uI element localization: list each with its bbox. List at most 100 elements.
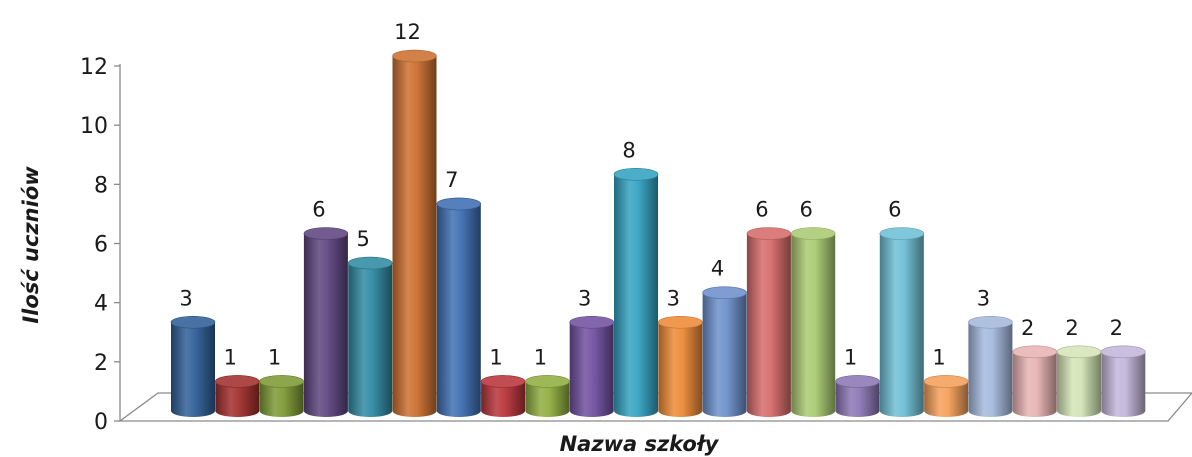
bar-body [791,233,836,417]
bar-top [702,286,747,299]
y-tick-label: 6 [94,233,108,258]
data-label: 12 [394,20,421,44]
bar [525,375,570,417]
data-label: 1 [534,345,547,369]
data-label: 6 [800,198,813,222]
bar-body [348,263,393,417]
data-label: 6 [888,198,901,222]
data-label: 3 [578,286,591,310]
bar-body [1012,351,1057,417]
bar-top [1056,345,1102,359]
data-label: 3 [977,286,990,310]
bar-top [746,227,792,240]
y-tick-label: 2 [94,351,108,376]
bar-body [392,56,437,417]
bar-top [569,315,615,329]
bar-top [1012,345,1057,359]
data-label: 1 [224,345,237,369]
x-axis-title: Nazwa szkoły [560,432,720,456]
data-label: 1 [844,345,857,369]
bar-body [525,381,570,417]
bar [968,315,1013,417]
bar-top [525,375,570,388]
y-tick-label: 10 [80,114,108,139]
data-label: 4 [711,257,724,281]
data-label: 1 [268,345,281,369]
data-label: 7 [445,168,458,192]
bar [879,227,925,417]
y-axis-title: Ilość uczniów [19,166,43,324]
bar [923,375,969,417]
bar-body [702,292,747,417]
y-tick-label: 8 [94,173,108,198]
bar-top [347,256,393,270]
bar-body [968,322,1013,417]
bar-body [1101,351,1146,417]
bar-body [835,381,880,417]
bar [702,286,747,417]
bar [347,256,393,417]
data-label: 8 [622,138,635,162]
bar-top [480,375,526,388]
bar [480,375,526,417]
bar-top [879,227,925,240]
bar-top [170,315,216,329]
bar [569,315,615,417]
bar [1101,345,1146,417]
bar [657,315,703,417]
bar-body [746,233,791,417]
data-label: 3 [667,286,680,310]
bar-top [436,197,482,211]
bar-body [303,233,348,417]
bar [215,375,260,417]
bar [303,227,349,417]
bar [790,227,836,417]
data-label: 1 [489,345,502,369]
bar-top [923,375,969,388]
bar-top [657,315,703,329]
data-label: 1 [932,345,945,369]
bar-top [303,227,349,240]
bar-body [259,381,304,417]
bar-body [215,381,260,417]
bar-top [259,375,304,388]
data-label: 3 [179,286,192,310]
bar-body [1057,351,1101,417]
bar-top [835,375,880,388]
y-tick-label: 4 [94,292,108,317]
bar [835,375,880,417]
bar-body [879,233,924,417]
bar-body [481,381,526,417]
bar-body [171,322,215,417]
bar-top [392,49,437,63]
bar [746,227,792,417]
bar-top [613,168,659,181]
bar-body [436,203,481,417]
bar [259,375,304,417]
y-axis: 0 2 4 6 8 10 12 [80,55,121,435]
y-tick-label: 12 [80,55,108,80]
bar-body [924,381,969,417]
bar [1056,345,1102,417]
y-tick-label: 0 [94,410,108,435]
data-label: 2 [1065,316,1078,340]
bar-body [658,322,703,417]
bar-top [790,227,836,240]
bar [170,315,216,417]
bar-body [569,322,614,417]
data-label: 5 [357,227,370,251]
bar [613,168,659,417]
bar-top [215,375,260,388]
data-label: 6 [755,198,768,222]
bar-body [614,174,658,417]
bar [392,49,437,417]
bar [1012,345,1057,417]
data-label: 2 [1110,316,1123,340]
bar-top [1101,345,1146,359]
data-label: 2 [1021,316,1034,340]
bar [436,197,482,417]
data-label: 6 [312,198,325,222]
bar-top [968,315,1013,329]
